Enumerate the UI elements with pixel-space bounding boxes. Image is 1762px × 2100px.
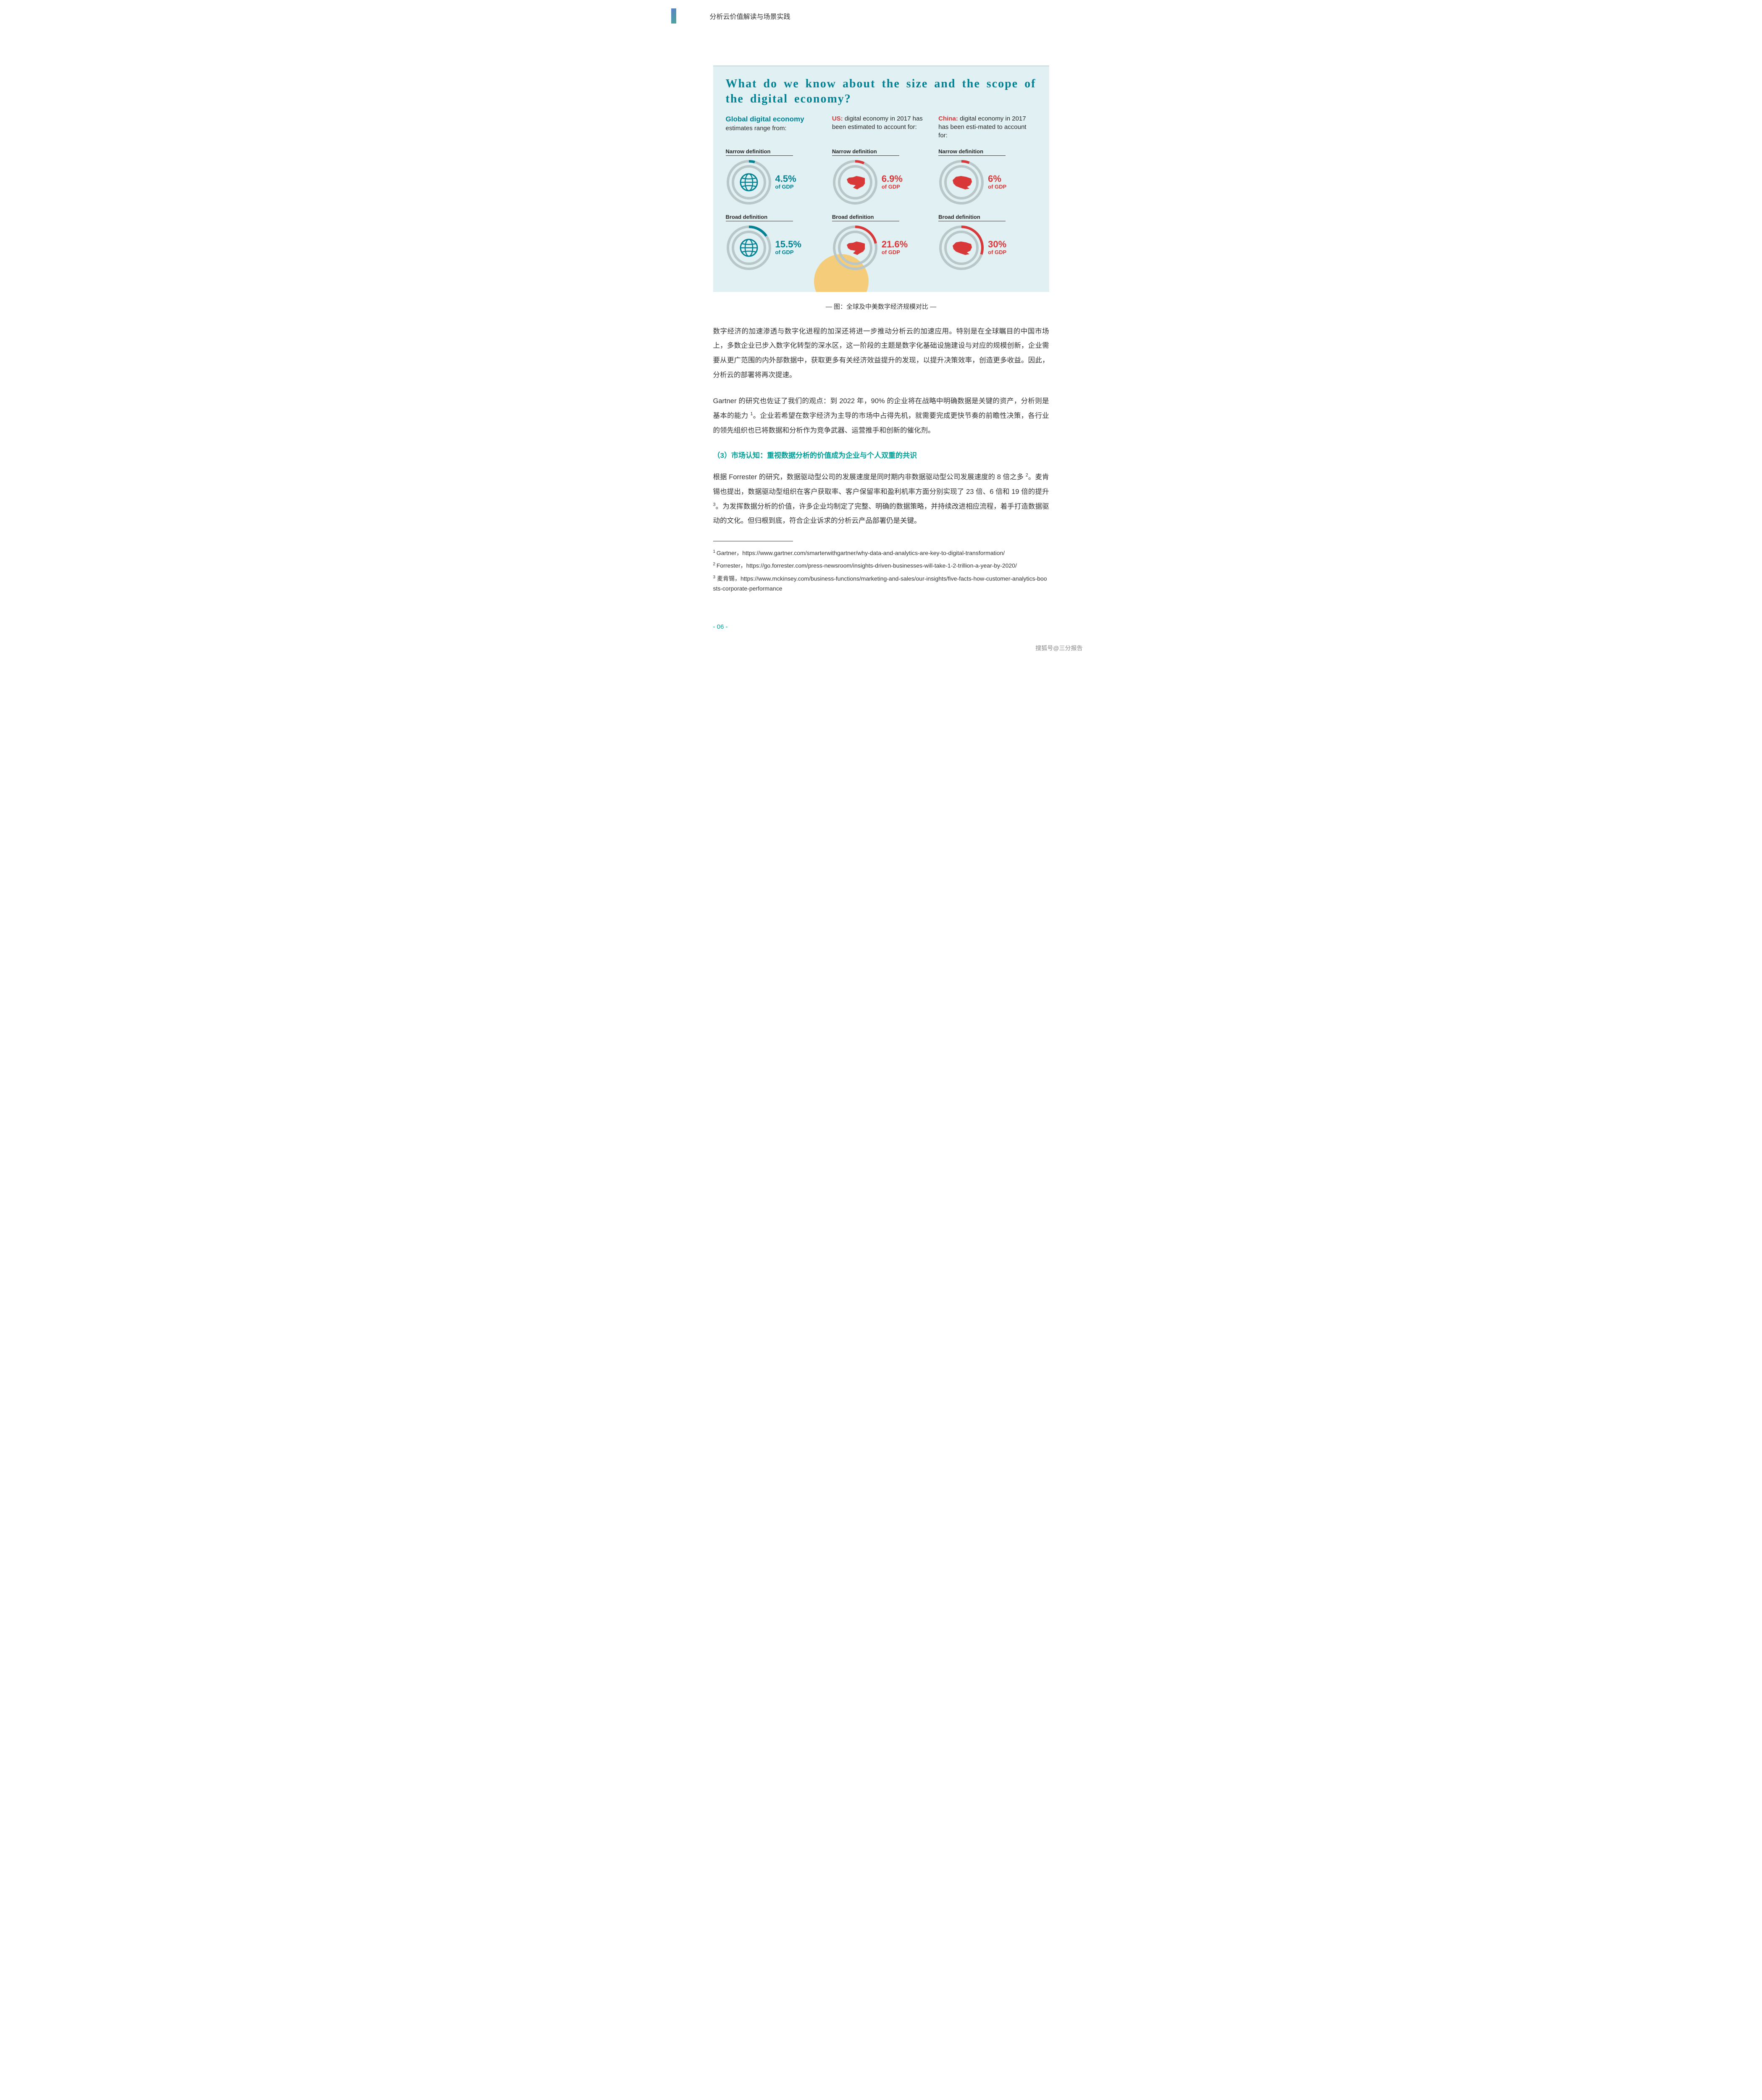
- header-title: 分析云价值解读与场景实践: [710, 11, 790, 21]
- paragraph-3c: 。为发挥数据分析的价值，许多企业均制定了完整、明确的数据策略，并持续改进相应流程…: [713, 503, 1049, 525]
- footnote-2-text: Forrester，https://go.forrester.com/press…: [717, 562, 1017, 569]
- column-head-global: Global digital economy estimates range f…: [726, 115, 824, 142]
- narrow-pct-value-global: 4.5%: [775, 174, 796, 184]
- section-heading: （3）市场认知：重视数据分析的价值成为企业与个人双重的共识: [713, 449, 1049, 460]
- broad-label-global: Broad definition: [726, 214, 793, 221]
- paragraph-3: 根据 Forrester 的研究，数据驱动型公司的发展速度是同时期内非数据驱动型…: [713, 470, 1049, 528]
- page-content: What do we know about the size and the s…: [671, 66, 1091, 630]
- footnote-3: 3 麦肯锡，https://www.mckinsey.com/business-…: [713, 574, 1049, 594]
- narrow-chart-global: 4.5% of GDP: [726, 159, 824, 205]
- narrow-pct-value-us: 6.9%: [882, 174, 903, 184]
- header-accent-block: [671, 8, 676, 24]
- infographic-caption: — 图：全球及中美数字经济规模对比 —: [713, 302, 1049, 311]
- narrow-pct-sub-global: of GDP: [775, 184, 796, 190]
- narrow-label-us: Narrow definition: [832, 148, 899, 156]
- narrow-pct-value-china: 6%: [988, 174, 1006, 184]
- paragraph-2-post: 。企业若希望在数字经济为主导的市场中占得先机，就需要完成更快节奏的前瞻性决策，各…: [713, 412, 1049, 434]
- page-header: 分析云价值解读与场景实践: [671, 0, 1091, 32]
- paragraph-3a: 根据 Forrester 的研究，数据驱动型公司的发展速度是同时期内非数据驱动型…: [713, 473, 1026, 481]
- broad-pct-sub-china: of GDP: [988, 249, 1006, 255]
- column-title-us: US:: [832, 115, 843, 122]
- footnote-2: 2 Forrester，https://go.forrester.com/pre…: [713, 561, 1049, 571]
- donut-narrow-us: [832, 159, 878, 205]
- column-head-china: China: digital economy in 2017 has been …: [938, 115, 1036, 142]
- broad-chart-china: 30% of GDP: [938, 225, 1036, 271]
- donut-narrow-china: [938, 159, 985, 205]
- broad-pct-global: 15.5% of GDP: [775, 240, 801, 255]
- page-number: - 06 -: [713, 623, 1049, 630]
- narrow-pct-sub-china: of GDP: [988, 184, 1006, 190]
- footnote-3-text: 麦肯锡，https://www.mckinsey.com/business-fu…: [713, 575, 1047, 592]
- broad-chart-global: 15.5% of GDP: [726, 225, 824, 271]
- infographic-title: What do we know about the size and the s…: [726, 76, 1037, 107]
- broad-pct-value-us: 21.6%: [882, 240, 908, 249]
- column-title-china: China:: [938, 115, 958, 122]
- watermark: 搜狐号@三分报告: [1035, 644, 1082, 652]
- footnote-1-text: Gartner，https://www.gartner.com/smarterw…: [717, 549, 1005, 556]
- narrow-chart-china: 6% of GDP: [938, 159, 1036, 205]
- info-column-china: China: digital economy in 2017 has been …: [938, 115, 1036, 279]
- broad-pct-us: 21.6% of GDP: [882, 240, 908, 255]
- narrow-pct-us: 6.9% of GDP: [882, 174, 903, 190]
- info-column-us: US: digital economy in 2017 has been est…: [832, 115, 930, 279]
- footnote-1: 1 Gartner，https://www.gartner.com/smarte…: [713, 548, 1049, 558]
- broad-pct-sub-us: of GDP: [882, 249, 908, 255]
- broad-chart-us: 21.6% of GDP: [832, 225, 930, 271]
- donut-narrow-global: [726, 159, 772, 205]
- infographic-panel: What do we know about the size and the s…: [713, 66, 1049, 292]
- broad-pct-value-global: 15.5%: [775, 240, 801, 249]
- column-head-us: US: digital economy in 2017 has been est…: [832, 115, 930, 142]
- broad-pct-value-china: 30%: [988, 240, 1006, 249]
- donut-broad-global: [726, 225, 772, 271]
- column-subtitle-us: digital economy in 2017 has been estimat…: [832, 115, 923, 131]
- info-column-global: Global digital economy estimates range f…: [726, 115, 824, 279]
- infographic-columns: Global digital economy estimates range f…: [726, 115, 1037, 279]
- narrow-label-china: Narrow definition: [938, 148, 1006, 156]
- donut-broad-us: [832, 225, 878, 271]
- broad-label-china: Broad definition: [938, 214, 1006, 221]
- column-subtitle-global: estimates range from:: [726, 125, 787, 132]
- paragraph-2: Gartner 的研究也佐证了我们的观点：到 2022 年，90% 的企业将在战…: [713, 394, 1049, 438]
- narrow-label-global: Narrow definition: [726, 148, 793, 156]
- narrow-pct-global: 4.5% of GDP: [775, 174, 796, 190]
- broad-pct-china: 30% of GDP: [988, 240, 1006, 255]
- narrow-pct-china: 6% of GDP: [988, 174, 1006, 190]
- narrow-pct-sub-us: of GDP: [882, 184, 903, 190]
- column-title-global: Global digital economy: [726, 115, 804, 123]
- broad-pct-sub-global: of GDP: [775, 249, 801, 255]
- donut-broad-china: [938, 225, 985, 271]
- paragraph-1: 数字经济的加速渗透与数字化进程的加深还将进一步推动分析云的加速应用。特别是在全球…: [713, 324, 1049, 383]
- broad-label-us: Broad definition: [832, 214, 899, 221]
- narrow-chart-us: 6.9% of GDP: [832, 159, 930, 205]
